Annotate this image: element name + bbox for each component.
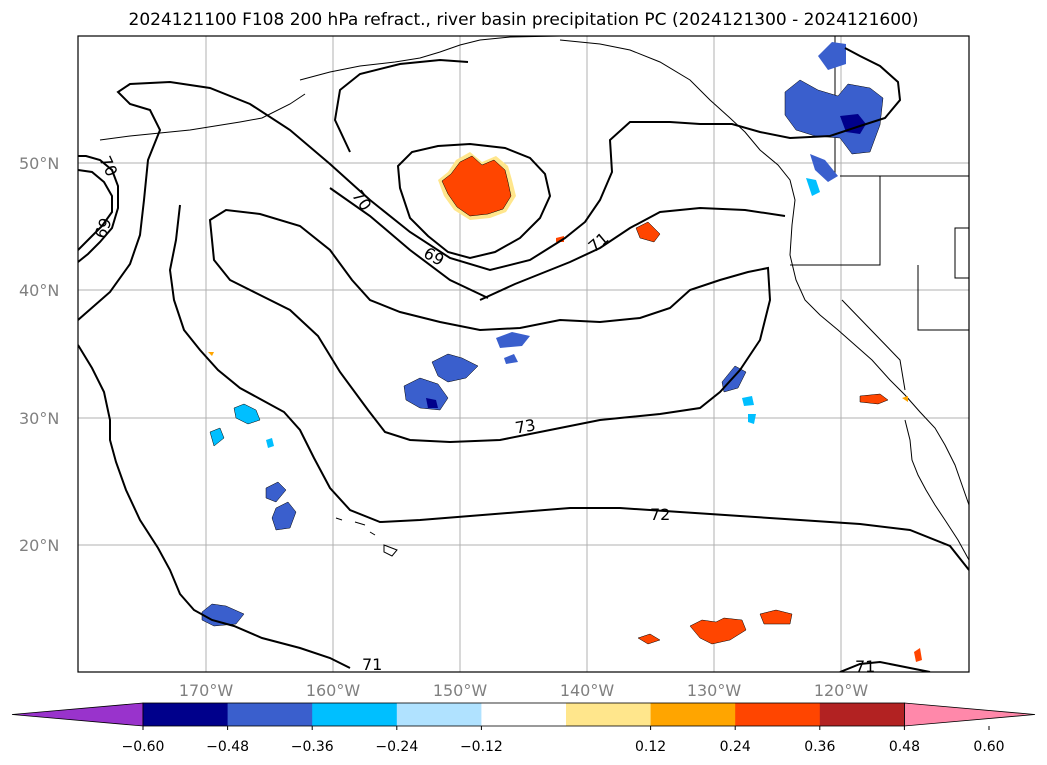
precip-pacific-5: [721, 365, 747, 393]
precip-small-1: [266, 438, 274, 448]
precip-pos-2: [635, 221, 661, 243]
precip-pacific-2-core: [426, 398, 438, 408]
contour-label: 73: [514, 415, 537, 437]
precip-pos-9: [914, 648, 922, 662]
colorbar-tick-label: −0.60: [122, 739, 165, 755]
lat-tick-labels: 50°N 40°N 30°N 20°N: [19, 154, 59, 555]
colorbar-tick-labels: −0.60 −0.48 −0.36 −0.24 −0.12 0.12 0.24 0.36 0.4…: [122, 726, 1005, 755]
contour-71-west: [78, 344, 351, 669]
lat-tick-label: 20°N: [19, 536, 59, 555]
lat-tick-label: 50°N: [19, 154, 59, 173]
contour-69-left: [78, 155, 119, 263]
colorbar-tick-label: 0.36: [804, 739, 835, 755]
state-border-3: [954, 227, 969, 279]
precip-west-1: [233, 403, 261, 425]
colorbar-extend-high: [904, 702, 1036, 727]
precip-pacific-4: [504, 354, 518, 364]
colorbar-segment: [735, 703, 821, 726]
lon-tick-label: 160°W: [306, 681, 361, 700]
colorbar-tick-label: 0.48: [889, 739, 920, 755]
colorbar-outline: [142, 702, 905, 727]
map-border: [77, 35, 970, 673]
contour-71-mid: [479, 206, 786, 301]
colorbar-segment: [650, 703, 736, 726]
positive-precip-regions: [208, 152, 922, 662]
contour-72: [168, 204, 969, 571]
alaska-south-coast: [299, 36, 561, 81]
precip-pos-8: [637, 633, 661, 645]
colorbar-segments: [11, 702, 1036, 727]
baja-california: [904, 419, 969, 561]
contour-70-upper: [333, 58, 469, 153]
colorbar-segment: [481, 703, 567, 726]
colorbar-extend-low: [11, 702, 144, 727]
precip-pacific-1: [431, 353, 479, 383]
colorbar-tick-label: 0.60: [973, 739, 1004, 755]
contour-70-left: [78, 169, 113, 251]
lat-tick-label: 40°N: [19, 281, 59, 300]
lon-tick-label: 130°W: [687, 681, 742, 700]
lon-tick-label: 140°W: [560, 681, 615, 700]
colorbar-segment: [143, 703, 229, 726]
precip-pos-gulf: [441, 155, 512, 217]
colorbar-segment: [396, 703, 482, 726]
precip-pacific-3: [496, 332, 530, 348]
contour-71-southeast: [839, 660, 931, 672]
precip-pos-5: [902, 396, 908, 402]
colorbar-tick-label: −0.24: [375, 739, 418, 755]
colorbar-tick-label: 0.12: [635, 739, 666, 755]
contour-70-main: [78, 47, 902, 321]
precip-bc-coast: [810, 154, 838, 182]
precip-bc-north: [818, 42, 846, 70]
state-border-2: [917, 265, 969, 331]
state-border-1: [790, 176, 881, 266]
lon-tick-label: 150°W: [433, 681, 488, 700]
precip-pos-7: [759, 609, 793, 625]
negative-precip-regions: [201, 42, 884, 627]
north-america-west-coast: [559, 39, 969, 506]
contour-69-gulf: [396, 142, 552, 260]
gridlines: [78, 36, 969, 672]
colorbar-tick-label: −0.48: [206, 739, 249, 755]
colorbar-segment: [312, 703, 398, 726]
hawaii-islands: [335, 517, 343, 521]
precip-pos-6: [689, 617, 747, 645]
lon-tick-label: 170°W: [179, 681, 234, 700]
precip-small-2: [806, 178, 820, 196]
precip-pacific-7: [748, 414, 756, 424]
contour-label: 71: [362, 655, 382, 674]
refractivity-contours: [78, 47, 969, 672]
colorbar-tick-label: −0.12: [460, 739, 503, 755]
lon-tick-labels: 170°W 160°W 150°W 140°W 130°W 120°W: [179, 681, 869, 700]
colorbar-segment: [566, 703, 652, 726]
precip-pos-10: [208, 352, 214, 356]
map-content: 70 69 70 69 71 73 72 71 71: [78, 36, 969, 676]
precip-west-2: [209, 427, 225, 447]
lon-tick-label: 120°W: [814, 681, 869, 700]
precip-west-3: [265, 481, 287, 503]
colorbar-tick-label: −0.36: [291, 739, 334, 755]
aleutian-chain: [99, 93, 306, 141]
colorbar-tick-label: 0.24: [720, 739, 751, 755]
lat-tick-label: 30°N: [19, 409, 59, 428]
contour-label: 72: [650, 505, 670, 524]
map-background: [78, 36, 969, 672]
precip-bc-core: [840, 114, 866, 134]
colorbar-segment: [819, 703, 905, 726]
contour-73: [208, 208, 772, 444]
colorbar-segment: [227, 703, 313, 726]
map-title: 2024121100 F108 200 hPa refract., river …: [128, 10, 919, 30]
precip-bc-main: [784, 79, 884, 155]
colorbar: −0.60 −0.48 −0.36 −0.24 −0.12 0.12 0.24 0.36 0.4…: [11, 702, 1036, 755]
precip-pacific-6: [742, 396, 754, 406]
hawaii-big-island: [354, 521, 398, 557]
state-border-4: [841, 299, 906, 391]
precip-pos-4: [859, 393, 889, 405]
contour-label: 71: [855, 657, 875, 676]
precip-pacific-2: [403, 377, 449, 411]
precip-west-4: [271, 501, 297, 531]
contour-71-left-mid: [329, 187, 489, 299]
